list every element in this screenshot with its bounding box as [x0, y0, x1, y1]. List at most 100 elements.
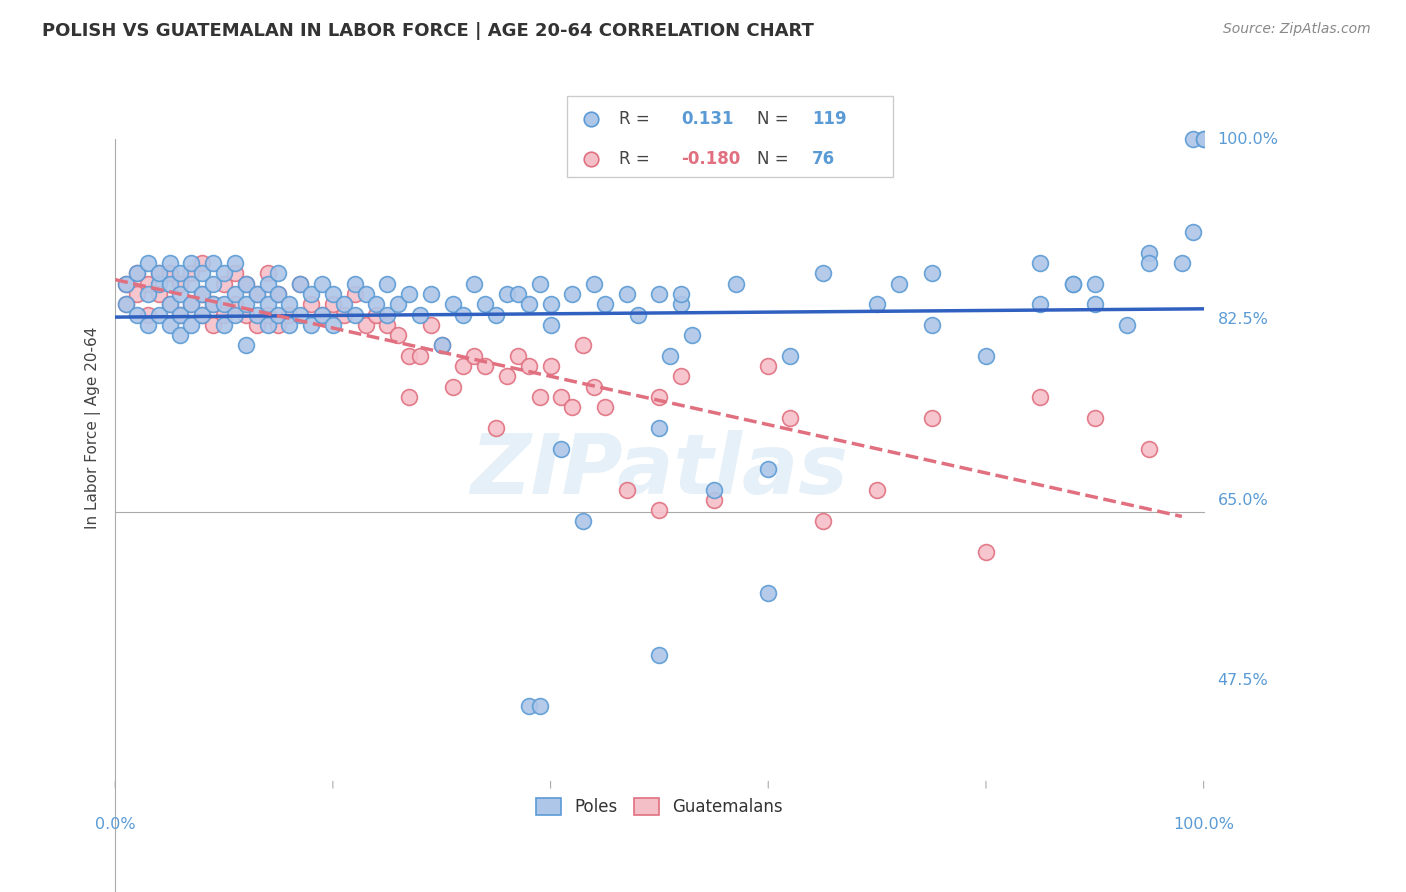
Point	[332, 308, 354, 322]
Point	[1137, 245, 1160, 260]
Point	[506, 287, 529, 301]
Point	[256, 266, 278, 280]
Point	[659, 349, 682, 363]
Point	[529, 699, 551, 714]
Point	[866, 483, 889, 497]
Point	[375, 277, 398, 291]
Point	[180, 297, 202, 311]
Point	[290, 277, 312, 291]
Point	[125, 287, 148, 301]
Point	[256, 308, 278, 322]
Point	[375, 318, 398, 332]
Point	[290, 308, 312, 322]
Point	[1181, 132, 1204, 146]
Point	[474, 297, 496, 311]
Point	[572, 338, 595, 352]
Point	[887, 277, 910, 291]
Point	[125, 266, 148, 280]
Point	[974, 349, 997, 363]
Point	[322, 297, 344, 311]
Point	[148, 277, 170, 291]
Point	[593, 401, 616, 415]
Point	[224, 297, 246, 311]
Point	[136, 318, 159, 332]
Point	[366, 308, 388, 322]
Point	[811, 266, 834, 280]
Point	[278, 318, 301, 332]
Point	[256, 277, 278, 291]
Point	[540, 318, 562, 332]
Point	[180, 297, 202, 311]
Text: ZIPatlas: ZIPatlas	[471, 430, 848, 510]
Text: R =: R =	[619, 110, 655, 128]
Point	[191, 266, 214, 280]
Point	[212, 266, 235, 280]
Point	[1137, 442, 1160, 456]
Point	[256, 318, 278, 332]
Point	[703, 493, 725, 508]
Point	[419, 287, 441, 301]
Point	[463, 277, 485, 291]
Point	[191, 308, 214, 322]
Point	[267, 287, 290, 301]
Point	[485, 421, 508, 435]
Point	[517, 297, 540, 311]
Point	[529, 390, 551, 404]
Point	[1062, 277, 1084, 291]
Point	[267, 318, 290, 332]
Point	[375, 308, 398, 322]
Point	[311, 277, 333, 291]
Point	[453, 308, 475, 322]
Point	[463, 349, 485, 363]
Text: Source: ZipAtlas.com: Source: ZipAtlas.com	[1223, 22, 1371, 37]
Point	[387, 297, 409, 311]
Point	[202, 318, 225, 332]
Point	[159, 297, 181, 311]
Point	[267, 266, 290, 280]
Point	[354, 287, 377, 301]
Point	[572, 514, 595, 528]
Point	[136, 277, 159, 291]
Point	[485, 308, 508, 322]
Point	[866, 297, 889, 311]
Point	[125, 266, 148, 280]
Point	[278, 297, 301, 311]
Point	[669, 369, 692, 384]
Point	[180, 256, 202, 270]
Point	[343, 308, 366, 322]
Point	[593, 297, 616, 311]
Point	[540, 297, 562, 311]
Point	[202, 277, 225, 291]
Point	[398, 390, 420, 404]
Point	[343, 277, 366, 291]
Point	[256, 297, 278, 311]
Point	[648, 287, 671, 301]
Point	[1116, 318, 1139, 332]
Point	[224, 308, 246, 322]
Point	[224, 287, 246, 301]
Point	[529, 277, 551, 291]
Point	[550, 390, 572, 404]
Point	[540, 359, 562, 373]
Point	[1029, 256, 1052, 270]
Text: 76: 76	[811, 150, 835, 169]
Point	[1084, 410, 1107, 425]
Point	[354, 318, 377, 332]
Point	[169, 308, 191, 322]
Point	[517, 359, 540, 373]
Point	[212, 318, 235, 332]
Point	[322, 287, 344, 301]
Point	[115, 277, 138, 291]
Point	[1084, 297, 1107, 311]
Point	[579, 252, 602, 267]
Text: POLISH VS GUATEMALAN IN LABOR FORCE | AGE 20-64 CORRELATION CHART: POLISH VS GUATEMALAN IN LABOR FORCE | AG…	[42, 22, 814, 40]
Point	[148, 266, 170, 280]
Point	[579, 194, 602, 208]
Point	[224, 256, 246, 270]
Point	[506, 349, 529, 363]
Point	[311, 308, 333, 322]
Point	[430, 338, 453, 352]
Point	[583, 277, 606, 291]
Point	[756, 586, 779, 600]
Point	[246, 318, 269, 332]
